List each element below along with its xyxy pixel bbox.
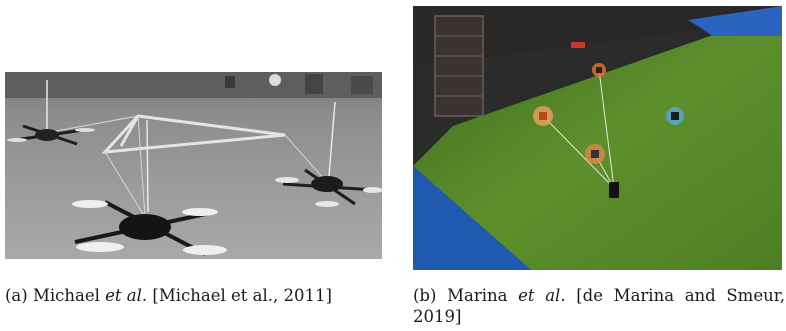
drone-orange-center xyxy=(585,144,605,164)
caption-a-citation: [Michael et al., 2011] xyxy=(152,286,332,305)
quadrotor-right xyxy=(275,168,382,207)
quadrotor-left xyxy=(7,124,95,146)
photo-panel-b xyxy=(413,6,782,270)
drone-orange-top xyxy=(592,63,606,77)
caption-b-tag: (b) xyxy=(413,286,437,305)
caption-b-etal: et al. xyxy=(518,286,566,305)
caption-a: (a) Michael et al. [Michael et al., 2011… xyxy=(5,285,385,306)
caption-b-author: Marina xyxy=(447,286,508,305)
caption-a-author: Michael xyxy=(32,286,100,305)
drone-blue-right xyxy=(666,107,684,125)
photo-quadrotors-grayscale xyxy=(5,72,382,259)
photo-quadrotors-payload xyxy=(413,6,782,270)
caption-a-etal: et al. xyxy=(105,286,148,305)
quadrotor-front xyxy=(72,200,227,256)
caption-b: (b) Marina et al. [de Marina and Smeur, … xyxy=(413,285,785,327)
payload-box xyxy=(609,182,619,198)
caption-a-tag: (a) xyxy=(5,286,28,305)
drone-orange-left xyxy=(533,106,553,126)
caption-b-citation: [de Marina and Smeur, 2019] xyxy=(413,286,786,326)
photo-panel-a xyxy=(5,72,382,259)
